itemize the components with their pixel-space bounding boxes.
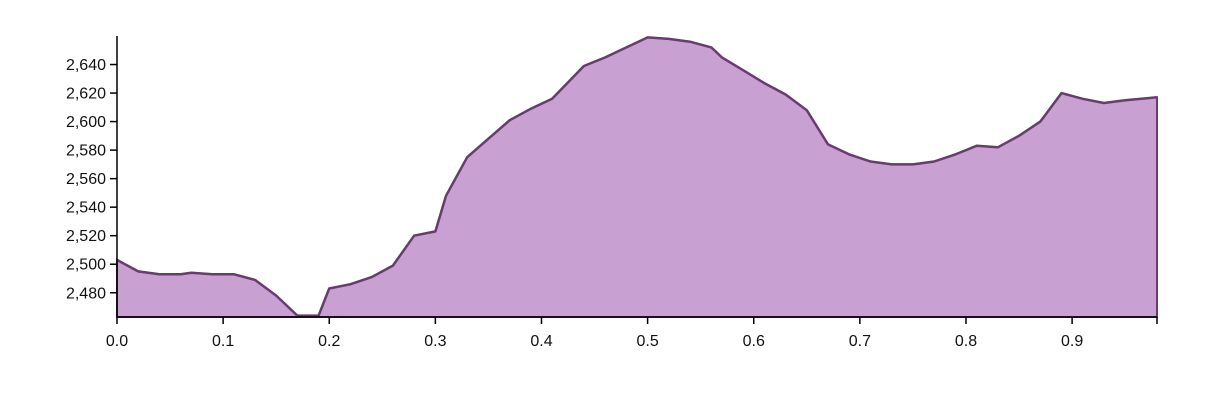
x-tick-label: 0.6 [743,333,765,350]
y-tick-label: 2,640 [66,57,106,74]
y-tick-label: 2,500 [66,257,106,274]
x-tick-label: 0.4 [530,333,552,350]
x-tick-label: 0.5 [636,333,658,350]
y-tick-label: 2,620 [66,86,106,103]
x-tick-label: 0.8 [955,333,977,350]
y-tick-label: 2,540 [66,200,106,217]
x-tick-label: 0.9 [1061,333,1083,350]
x-tick-label: 0.7 [849,333,871,350]
y-tick-label: 2,600 [66,114,106,131]
x-tick-label: 0.1 [212,333,234,350]
area-series-fill [116,36,1158,318]
y-tick-label: 2,520 [66,228,106,245]
x-tick-label: 0.2 [318,333,340,350]
y-tick-label: 2,480 [66,285,106,302]
x-tick-label: 0.3 [424,333,446,350]
y-tick-label: 2,580 [66,143,106,160]
area-series-line [116,36,1158,317]
y-tick-label: 2,560 [66,171,106,188]
x-tick-label: 0.0 [106,333,128,350]
y-axis: 2,480 2,500 2,520 2,540 2,560 2,580 2,600 2,620… [66,36,118,317]
plot-area [116,36,1158,318]
x-axis: 0.0 0.1 0.2 0.3 0.4 0.5 0.6 0.7 0.8 0.9 [106,316,1158,350]
